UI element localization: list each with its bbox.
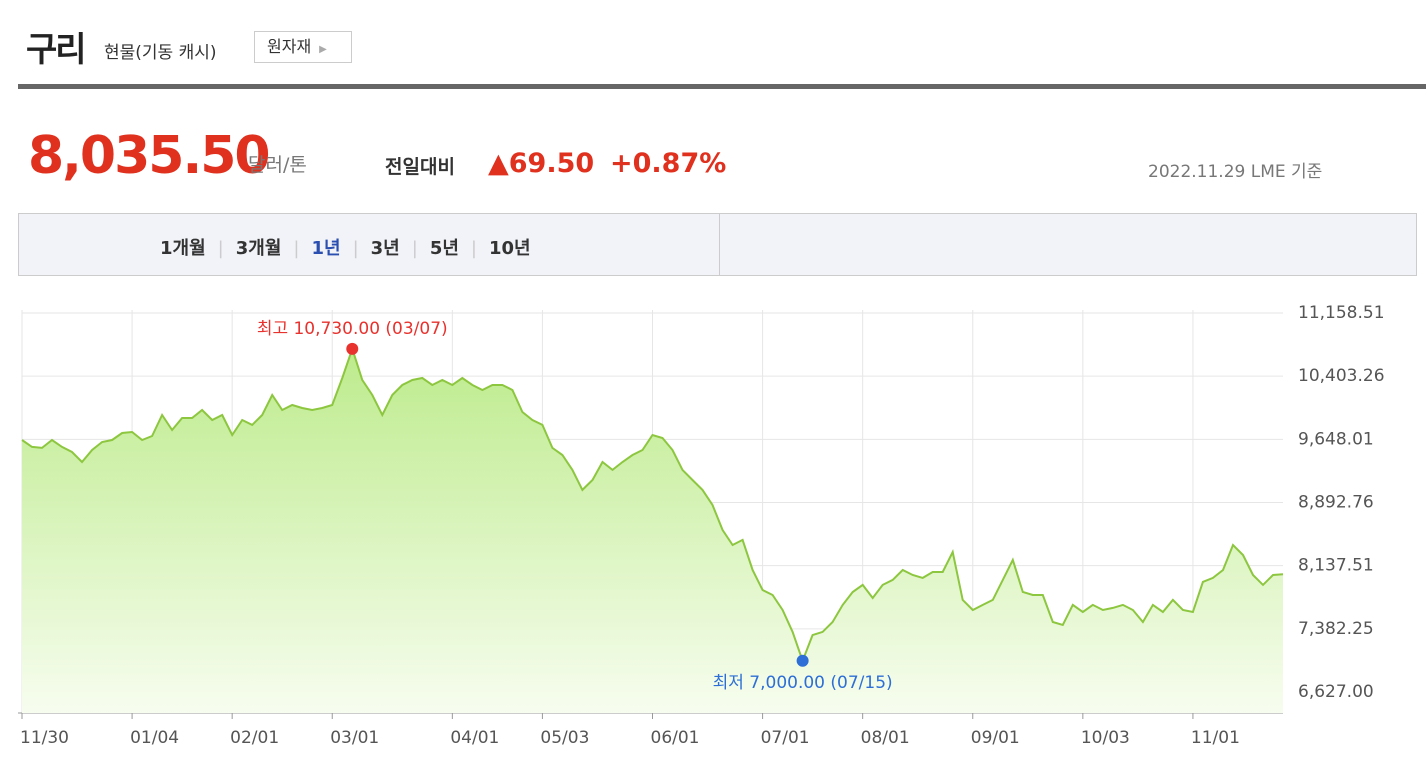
tab-separator: | [470,238,477,259]
tab[interactable]: 1년 [311,238,341,259]
divider [18,84,1426,89]
y-tick-label: 8,137.51 [1298,556,1374,576]
tab-list: 1개월 | 3개월 | 1년 | 3년 | 5년 | 10년 [160,234,531,260]
x-tick-label: 01/04 [130,728,179,748]
high-label: 최고 10,730.00 (03/07) [257,319,448,339]
tab-separator: | [217,238,224,259]
tab-separator: | [293,238,300,259]
x-tick-label: 03/01 [330,728,379,748]
y-tick-label: 9,648.01 [1298,429,1374,449]
x-tick-label: 11/30 [20,728,69,748]
tab-bar [18,213,1417,276]
low-label: 최저 7,000.00 (07/15) [713,673,893,693]
y-tick-label: 6,627.00 [1298,682,1374,702]
price-unit: 달러/톤 [248,154,307,176]
y-tick-label: 10,403.26 [1298,366,1385,386]
title: 구리 [26,30,87,70]
x-tick-label: 08/01 [861,728,910,748]
tab[interactable]: 3년 [370,238,400,259]
x-tick-label: 06/01 [651,728,700,748]
line [21,345,1284,664]
x-tick-label: 04/01 [450,728,499,748]
y-tick-label: 8,892.76 [1298,492,1374,512]
x-tick-label: 02/01 [230,728,279,748]
change-label: 전일대비 [385,156,455,178]
tab[interactable]: 5년 [429,238,459,259]
date: 2022.11.29 LME 기준 [1148,162,1323,182]
button-label: 원자재 [267,37,312,56]
low-point [796,654,809,667]
high-point [346,342,359,355]
category-button[interactable]: 원자재 ▶ [254,31,352,63]
area [22,348,1283,713]
change-percent: +0.87% [610,148,727,179]
x-tick-label: 09/01 [971,728,1020,748]
y-tick-label: 7,382.25 [1298,619,1374,639]
tab[interactable]: 10년 [488,238,531,259]
tab[interactable]: 1개월 [160,238,206,259]
x-tick-label: 05/03 [540,728,589,748]
x-tick-label: 11/01 [1191,728,1240,748]
tab[interactable]: 3개월 [235,238,282,259]
tab-separator: | [411,238,418,259]
subtitle: 현물(기동 캐시) [104,43,217,63]
change: ▲69.50 [488,148,595,179]
price: 8,035.50 [28,126,271,186]
x-tick-label: 10/03 [1081,728,1130,748]
tab-separator: | [352,238,359,259]
y-tick-label: 11,158.51 [1298,303,1385,323]
tab-divider [719,213,720,276]
x-tick-label: 07/01 [761,728,810,748]
